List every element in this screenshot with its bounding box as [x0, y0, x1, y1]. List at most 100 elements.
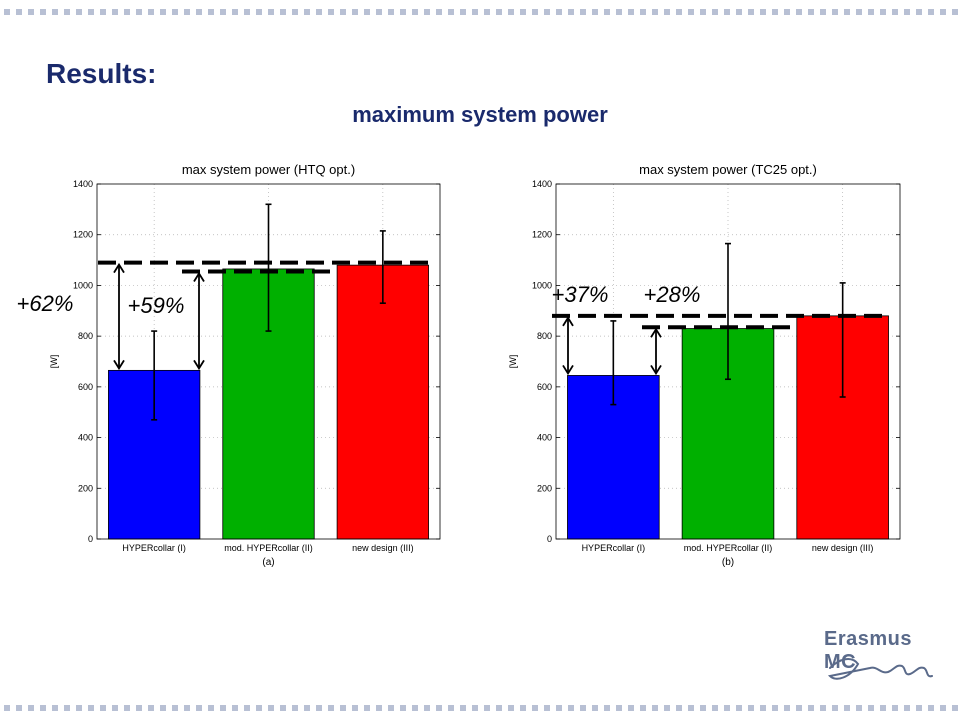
border-dot	[616, 9, 622, 15]
border-dot	[232, 705, 238, 711]
category-label: mod. HYPERcollar (II)	[224, 543, 313, 553]
border-dot	[532, 9, 538, 15]
percent-annotation: +28%	[644, 282, 701, 307]
border-dot	[832, 9, 838, 15]
border-dot	[916, 9, 922, 15]
border-dot	[208, 9, 214, 15]
y-tick-label: 1200	[73, 230, 93, 240]
border-dot	[748, 9, 754, 15]
border-dot	[688, 705, 694, 711]
border-dot	[88, 9, 94, 15]
y-tick-label: 600	[78, 382, 93, 392]
y-tick-label: 800	[537, 331, 552, 341]
category-label: HYPERcollar (I)	[582, 543, 646, 553]
percent-annotation: +37%	[552, 282, 609, 307]
border-dot	[520, 705, 526, 711]
border-dot	[532, 705, 538, 711]
border-dot	[952, 9, 958, 15]
border-dot	[388, 705, 394, 711]
border-dot	[4, 705, 10, 711]
border-dot	[724, 705, 730, 711]
y-tick-label: 1000	[532, 280, 552, 290]
y-axis-label: [W]	[508, 355, 518, 369]
border-dot	[652, 9, 658, 15]
border-dot	[76, 9, 82, 15]
border-dot	[640, 9, 646, 15]
border-dot	[364, 9, 370, 15]
border-dot	[424, 705, 430, 711]
plot-frame	[555, 183, 901, 540]
arrow-head	[113, 359, 125, 371]
border-dot	[940, 9, 946, 15]
border-dot	[868, 705, 874, 711]
border-dot	[232, 9, 238, 15]
border-dot	[388, 9, 394, 15]
border-dot	[16, 705, 22, 711]
border-dot	[304, 9, 310, 15]
border-dot	[472, 705, 478, 711]
border-dot	[700, 9, 706, 15]
category-label: new design (III)	[352, 543, 414, 553]
border-dot	[256, 9, 262, 15]
border-dot	[160, 705, 166, 711]
border-dot	[292, 9, 298, 15]
border-dot	[868, 9, 874, 15]
border-dot	[556, 705, 562, 711]
slide-subtitle: maximum system power	[352, 102, 608, 127]
border-dot	[412, 705, 418, 711]
border-dot	[328, 9, 334, 15]
border-dot	[244, 705, 250, 711]
x-axis-label: (b)	[722, 557, 734, 568]
border-dot	[16, 9, 22, 15]
border-dot	[808, 9, 814, 15]
border-dot	[904, 9, 910, 15]
border-dot	[580, 9, 586, 15]
border-dot	[580, 705, 586, 711]
chart-htq-opt: max system power (HTQ opt.) 0 200 400 600 800…	[17, 162, 441, 568]
border-dot	[712, 9, 718, 15]
border-dot	[736, 9, 742, 15]
border-dot	[832, 705, 838, 711]
y-tick-label: 1000	[73, 280, 93, 290]
border-dot	[784, 705, 790, 711]
border-dot	[880, 705, 886, 711]
category-label: mod. HYPERcollar (II)	[684, 543, 773, 553]
bottom-dotted-border	[4, 705, 958, 711]
border-dot	[196, 705, 202, 711]
border-dot	[448, 9, 454, 15]
signature-icon	[827, 658, 933, 680]
arrow-head	[113, 262, 125, 274]
border-dot	[280, 9, 286, 15]
border-dot	[100, 9, 106, 15]
border-dot	[112, 9, 118, 15]
border-dot	[340, 705, 346, 711]
plot-frame	[96, 183, 441, 540]
y-tick-label: 1400	[73, 179, 93, 189]
arrow-head	[562, 364, 574, 376]
border-dot	[4, 9, 10, 15]
border-dot	[748, 705, 754, 711]
border-dot	[940, 705, 946, 711]
border-dot	[292, 705, 298, 711]
border-dot	[412, 9, 418, 15]
y-tick-label: 0	[88, 534, 93, 544]
border-dot	[928, 9, 934, 15]
border-dot	[736, 705, 742, 711]
border-dot	[136, 9, 142, 15]
border-dot	[928, 705, 934, 711]
border-dot	[316, 705, 322, 711]
y-tick-label: 200	[78, 483, 93, 493]
border-dot	[760, 9, 766, 15]
border-dot	[628, 9, 634, 15]
border-dot	[844, 9, 850, 15]
y-tick-label: 400	[537, 433, 552, 443]
border-dot	[916, 705, 922, 711]
border-dot	[184, 9, 190, 15]
border-dot	[316, 9, 322, 15]
y-tick-label: 0	[547, 534, 552, 544]
border-dot	[208, 705, 214, 711]
border-dot	[544, 9, 550, 15]
border-dot	[616, 705, 622, 711]
y-tick-label: 800	[78, 331, 93, 341]
border-dot	[448, 705, 454, 711]
